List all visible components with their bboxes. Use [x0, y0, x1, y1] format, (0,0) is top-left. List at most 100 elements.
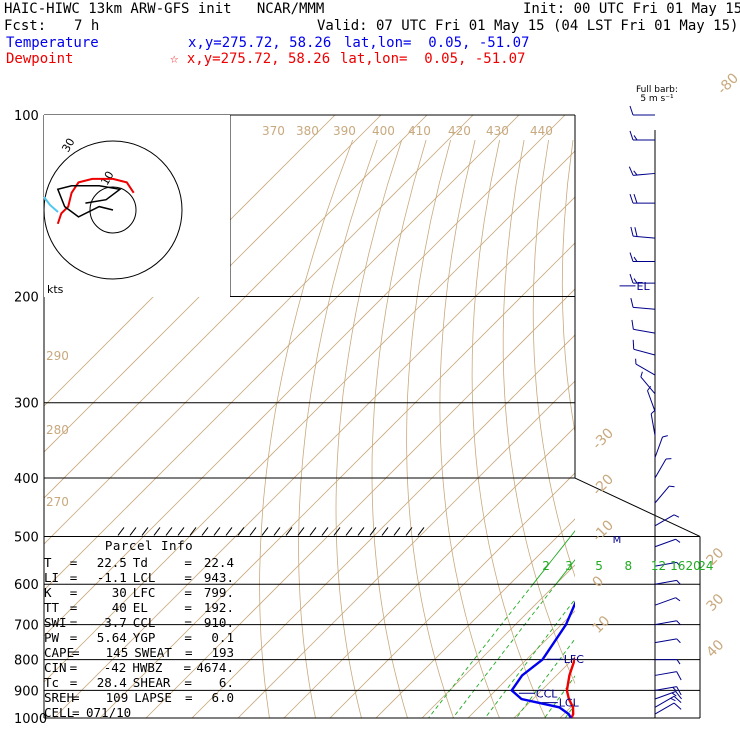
isobar-hatch [357, 527, 365, 536]
equals-sign: = [185, 690, 193, 705]
wind-barb-flag [633, 193, 638, 204]
barb-legend-line2: 5 m s⁻¹ [640, 94, 674, 104]
parcel-param-value: 28.4 [96, 675, 127, 690]
equals-sign: = [184, 675, 192, 690]
mixing-ratio-label: 3 [565, 559, 573, 573]
forecast-label: Fcst: [4, 18, 47, 34]
theta-label: 270 [46, 495, 69, 509]
wind-barb-flag [630, 298, 634, 308]
equals-sign: = [185, 645, 193, 660]
wind-barb-flag [647, 385, 652, 391]
wind-barb-flag [650, 409, 656, 415]
mixing-ratio-line [701, 297, 740, 585]
mixing-ratio-line [609, 584, 711, 731]
equals-sign: = [69, 630, 78, 645]
wind-barb-flag [629, 193, 634, 204]
wind-barbs [628, 105, 682, 715]
pressure-tick-label: 700 [14, 619, 39, 634]
parcel-param-name: CIN [44, 660, 67, 675]
isotherm-label: 40 [704, 637, 728, 661]
mixing-ratio-line [427, 583, 534, 718]
parcel-param-name: HWBZ [132, 660, 163, 675]
theta-label: 380 [296, 124, 319, 138]
cell-label: CELL [44, 705, 75, 720]
wind-barb-flag [676, 580, 681, 585]
barb-legend-line1: Full barb: [636, 85, 678, 95]
parcel-param-name: Td [132, 555, 148, 570]
wind-barb-flag [673, 514, 680, 518]
wind-barb-flag [633, 170, 638, 176]
isotherm-line [685, 102, 740, 731]
parcel-row: K = 30 LFC = 799. [44, 585, 234, 600]
level-label-lcl: LCL [559, 697, 580, 710]
dry-adiabat-line [618, 140, 740, 731]
wind-barb-flag [629, 273, 634, 284]
wind-barb-flag [669, 485, 675, 488]
parcel-param-name: CAPE [44, 645, 75, 660]
equals-sign: = [69, 570, 78, 585]
parcel-param-value: 6.0 [211, 690, 235, 705]
wind-barb [633, 348, 656, 356]
parcel-param-value: 4674. [196, 660, 234, 675]
wind-barb-flag [662, 435, 668, 438]
dry-adiabat-line [259, 139, 354, 718]
theta-label: 370 [262, 124, 285, 138]
wind-barb-flag [629, 105, 634, 116]
wind-barb-flag [675, 597, 681, 602]
wind-barb-flag [676, 671, 682, 681]
parcel-param-name: SHEAR [132, 675, 171, 690]
isobar-hatch [369, 527, 377, 536]
level-label-m: M [613, 535, 622, 546]
isobar-hatch [273, 527, 281, 536]
temperature-latlon: lat,lon= 0.05, -51.07 [344, 35, 530, 51]
mixing-ratio-label: 16 [670, 559, 685, 573]
wind-barb [654, 620, 677, 626]
wind-barb-flag [632, 339, 635, 350]
temperature-legend: Temperature [6, 35, 99, 51]
parcel-param-name: LAPSE [134, 690, 172, 705]
hodograph-trace-surface [43, 196, 59, 213]
wind-barb-flag [676, 561, 681, 567]
isotherm-line [237, 380, 575, 718]
mixing-ratio-line [662, 297, 740, 585]
wind-barb [654, 597, 676, 606]
isobar-hatch [297, 527, 305, 536]
parcel-info-table: Parcel Info T = 22.5 Td = 22.4 LI = -1.1 LCL = 943.… [44, 538, 234, 720]
equals-sign: = [69, 555, 78, 570]
isotherm-label: -30 [590, 425, 617, 452]
isotherm-line [191, 334, 575, 718]
isotherm-line [467, 610, 575, 718]
isobar-hatch [345, 527, 353, 536]
wind-barb [654, 561, 677, 567]
parcel-param-name: EL [132, 600, 148, 615]
isobar-hatch [249, 527, 257, 536]
pressure-tick-label: 600 [14, 578, 39, 593]
isobar-hatch [321, 527, 329, 536]
parcel-param-value: 40 [111, 600, 127, 615]
parcel-param-value: 192. [203, 600, 234, 615]
parcel-param-value: 145 [105, 645, 129, 660]
wind-barb [633, 235, 656, 239]
parcel-param-name: YGP [132, 630, 156, 645]
wind-barb [640, 376, 656, 395]
init-time: Init: 00 UTC Fri 01 May 15 [523, 1, 740, 17]
mixing-ratio-line [532, 530, 575, 585]
equals-sign: = [184, 585, 192, 600]
wind-barb-flag [676, 620, 681, 626]
wind-barb-flag [670, 697, 676, 702]
equals-sign: = [183, 660, 192, 675]
wind-barb [635, 363, 656, 376]
hodograph-trace-upper [56, 185, 122, 218]
mixing-ratio-line [643, 297, 740, 585]
mixing-ratio-line [573, 584, 678, 731]
wind-barb [654, 702, 675, 715]
parcel-row: PW = 5.64 YGP = 0.1 [44, 630, 234, 645]
mixing-ratio-line [544, 675, 575, 718]
parcel-row: T = 22.5 Td = 22.4 [44, 555, 234, 570]
isobar-hatch [225, 527, 233, 536]
wind-barb-flag [630, 226, 634, 237]
pressure-tick-label: 300 [14, 397, 39, 412]
wind-barb [654, 538, 676, 548]
hodograph-ring-label: 30 [59, 136, 77, 155]
